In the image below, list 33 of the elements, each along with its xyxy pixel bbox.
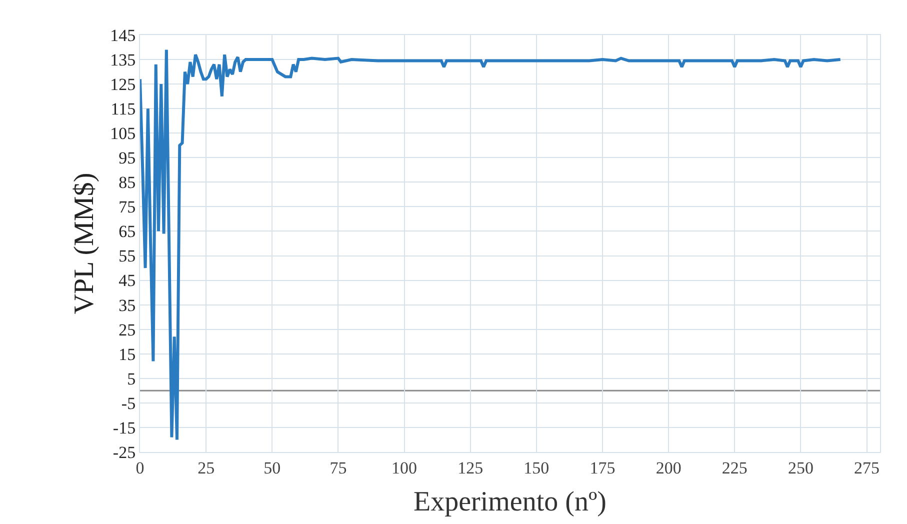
x-tick-label: 75 — [330, 458, 347, 478]
y-tick-label: -5 — [121, 394, 136, 413]
x-tick-label: 175 — [590, 458, 616, 478]
y-tick-label: 65 — [118, 222, 136, 242]
y-tick-label: 45 — [118, 271, 136, 290]
y-tick-label: 15 — [118, 344, 136, 364]
x-tick-label: 25 — [198, 458, 215, 478]
y-axis-title: VPL (MM$) — [68, 172, 100, 314]
x-tick-label: 150 — [524, 458, 550, 478]
y-tick-label: -15 — [112, 418, 136, 438]
y-tick-label: -25 — [112, 442, 136, 462]
y-tick-label: 35 — [118, 296, 136, 315]
y-tick-label: 145 — [110, 26, 136, 45]
y-tick-label: 25 — [118, 320, 136, 340]
x-tick-label: 200 — [656, 458, 682, 478]
x-tick-label: 100 — [392, 458, 418, 478]
x-tick-label: 125 — [458, 458, 484, 478]
x-axis-title: Experimento (nº) — [414, 486, 606, 518]
y-tick-label: 135 — [110, 50, 136, 70]
y-tick-label: 85 — [118, 173, 136, 192]
x-tick-label: 0 — [136, 458, 144, 478]
y-tick-label: 125 — [110, 75, 136, 94]
x-tick-label: 250 — [788, 458, 814, 478]
y-tick-label: 5 — [127, 369, 136, 388]
y-tick-label: 105 — [110, 124, 136, 144]
y-tick-label: 115 — [110, 100, 136, 119]
y-tick-label: 55 — [118, 246, 136, 266]
y-tick-label: 75 — [118, 198, 136, 217]
x-tick-label: 50 — [264, 458, 281, 478]
y-tick-label: 95 — [118, 148, 136, 168]
x-tick-label: 275 — [854, 458, 880, 478]
x-tick-label: 225 — [722, 458, 748, 478]
line-series — [140, 48, 842, 442]
